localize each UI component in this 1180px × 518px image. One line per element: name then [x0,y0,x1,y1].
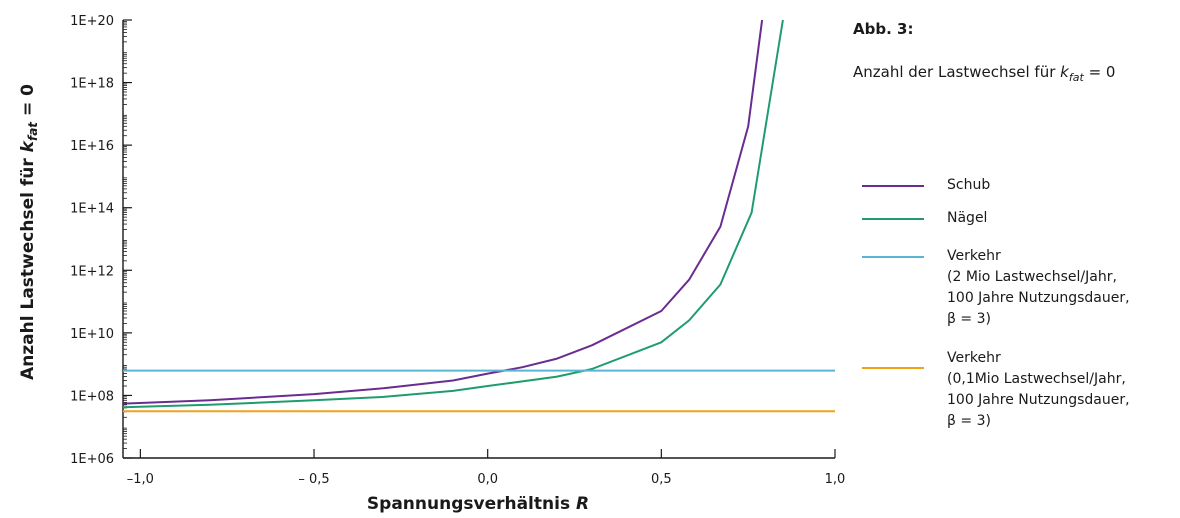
plot-area: 1E+06 1E+08 1E+10 1E+12 1E+14 1E+16 1E+18 1E+20… [70,14,845,487]
x-axis-title: Spannungsverhältnis R [367,494,589,514]
series-line-naegel [122,19,784,409]
figure-caption: Anzahl der Lastwechsel für kfat = 0 [853,63,1116,84]
legend-swatch-verkehr-2mio [862,256,924,258]
y-tick-label: 1E+14 [70,202,114,217]
x-tick-label: 0,0 [477,472,498,487]
legend-label-schub: Schub [947,177,991,193]
x-tick-label: – 0,5 [298,472,329,487]
y-tick-label: 1E+10 [70,327,114,342]
legend-label-verkehr-01mio: Verkehr (0,1Mio Lastwechsel/Jahr, 100 Ja… [947,350,1130,429]
legend-swatch-verkehr-01mio [862,367,924,369]
chart-plot: 1E+06 1E+08 1E+10 1E+12 1E+14 1E+16 1E+18 1E+20… [18,14,845,514]
y-tick-label: 1E+12 [70,264,114,279]
y-axis-title: Anzahl Lastwechsel für kfat = 0 [18,84,40,380]
x-tick-label: 0,5 [651,472,672,487]
x-tick-label: –1,0 [127,472,154,487]
y-tick-label: 1E+08 [70,389,114,404]
series-line-schub [122,19,764,405]
y-tick-label: 1E+18 [70,77,114,92]
legend-swatch-naegel [862,218,924,220]
figure-label: Abb. 3: [853,20,914,38]
x-tick-label: 1,0 [825,472,846,487]
y-tick-label: 1E+20 [70,14,114,29]
legend-label-naegel: Nägel [947,210,988,226]
legend-label-verkehr-2mio: Verkehr (2 Mio Lastwechsel/Jahr, 100 Jah… [947,248,1130,327]
y-tick-label: 1E+16 [70,139,114,154]
y-tick-label: 1E+06 [70,452,114,467]
legend-swatch-schub [862,185,924,187]
